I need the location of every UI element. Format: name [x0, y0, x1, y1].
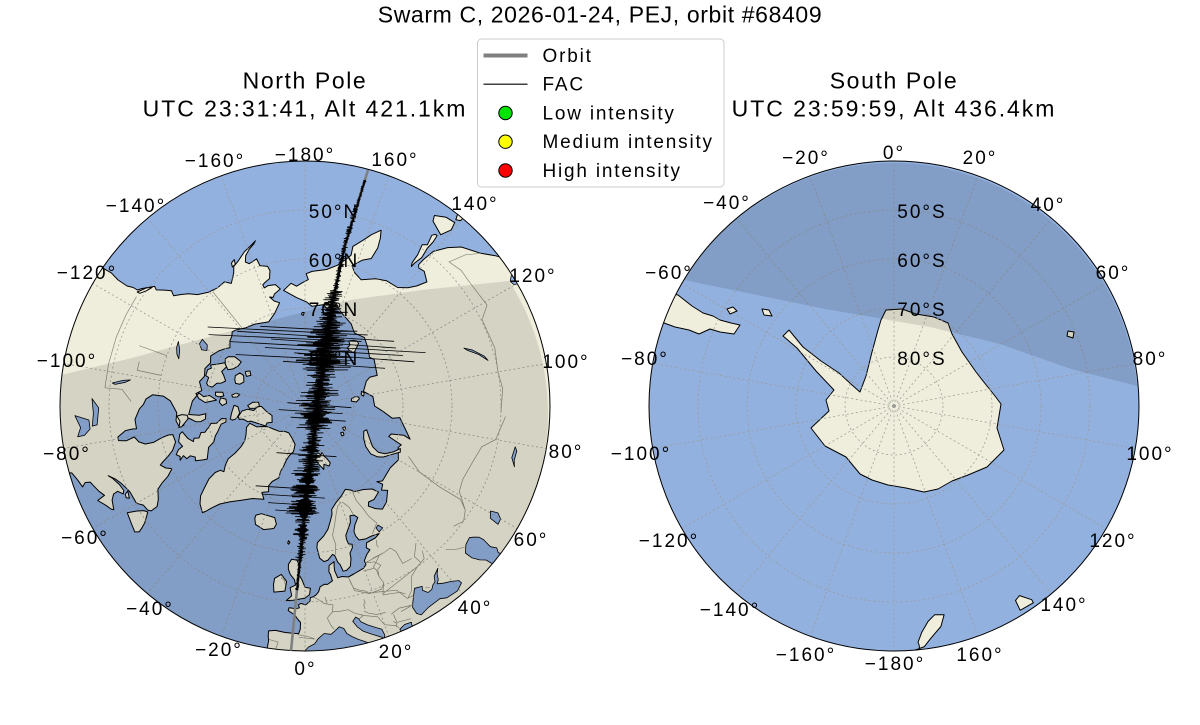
svg-text:100°: 100°: [1126, 444, 1173, 465]
svg-text:120°: 120°: [1089, 531, 1136, 552]
svg-text:FAC: FAC: [543, 75, 585, 96]
svg-text:60°S: 60°S: [897, 251, 946, 272]
svg-text:60°: 60°: [1096, 263, 1131, 284]
svg-text:−100°: −100°: [611, 444, 671, 465]
svg-text:UTC 23:59:59, Alt 436.4km: UTC 23:59:59, Alt 436.4km: [732, 96, 1057, 122]
svg-text:−160°: −160°: [776, 645, 836, 666]
svg-text:60°: 60°: [514, 530, 549, 551]
svg-text:160°: 160°: [956, 645, 1003, 666]
svg-text:160°: 160°: [371, 150, 418, 171]
svg-text:−60°: −60°: [645, 263, 693, 284]
svg-text:60°N: 60°N: [309, 251, 359, 272]
svg-text:−180°: −180°: [865, 654, 925, 675]
svg-text:120°: 120°: [509, 266, 556, 287]
svg-text:40°: 40°: [458, 598, 493, 619]
svg-text:UTC 23:31:41, Alt 421.1km: UTC 23:31:41, Alt 421.1km: [143, 96, 468, 122]
svg-text:80°S: 80°S: [897, 349, 946, 370]
svg-text:140°: 140°: [1040, 595, 1087, 616]
svg-text:−160°: −160°: [185, 151, 245, 172]
svg-text:−140°: −140°: [106, 196, 166, 217]
svg-text:−80°: −80°: [43, 444, 91, 465]
svg-text:50°N: 50°N: [309, 202, 359, 223]
svg-text:−40°: −40°: [126, 599, 174, 620]
svg-text:80°: 80°: [549, 442, 584, 463]
svg-text:0°: 0°: [883, 143, 905, 164]
svg-text:−40°: −40°: [703, 193, 751, 214]
svg-text:−120°: −120°: [639, 531, 699, 552]
svg-text:−80°: −80°: [621, 349, 669, 370]
svg-text:−100°: −100°: [37, 351, 97, 372]
svg-text:80°: 80°: [1133, 349, 1168, 370]
svg-text:North Pole: North Pole: [243, 68, 368, 94]
svg-text:70°S: 70°S: [897, 300, 946, 321]
svg-text:−20°: −20°: [782, 148, 830, 169]
svg-text:100°: 100°: [542, 352, 589, 373]
svg-text:50°S: 50°S: [897, 202, 946, 223]
svg-text:−120°: −120°: [57, 263, 117, 284]
svg-text:20°: 20°: [963, 148, 998, 169]
svg-text:−60°: −60°: [61, 528, 109, 549]
svg-text:Orbit: Orbit: [543, 46, 593, 67]
svg-text:−140°: −140°: [700, 600, 760, 621]
svg-text:0°: 0°: [294, 659, 316, 680]
svg-text:20°: 20°: [379, 642, 414, 663]
svg-text:Swarm C, 2026-01-24, PEJ, orbi: Swarm C, 2026-01-24, PEJ, orbit #68409: [378, 2, 823, 28]
svg-text:−180°: −180°: [275, 145, 335, 166]
svg-text:140°: 140°: [451, 194, 498, 215]
svg-text:Medium intensity: Medium intensity: [543, 132, 714, 153]
svg-text:40°: 40°: [1031, 195, 1066, 216]
svg-text:South Pole: South Pole: [830, 68, 959, 94]
svg-text:−20°: −20°: [195, 640, 243, 661]
svg-text:Low intensity: Low intensity: [543, 104, 676, 125]
svg-text:High intensity: High intensity: [543, 161, 682, 182]
